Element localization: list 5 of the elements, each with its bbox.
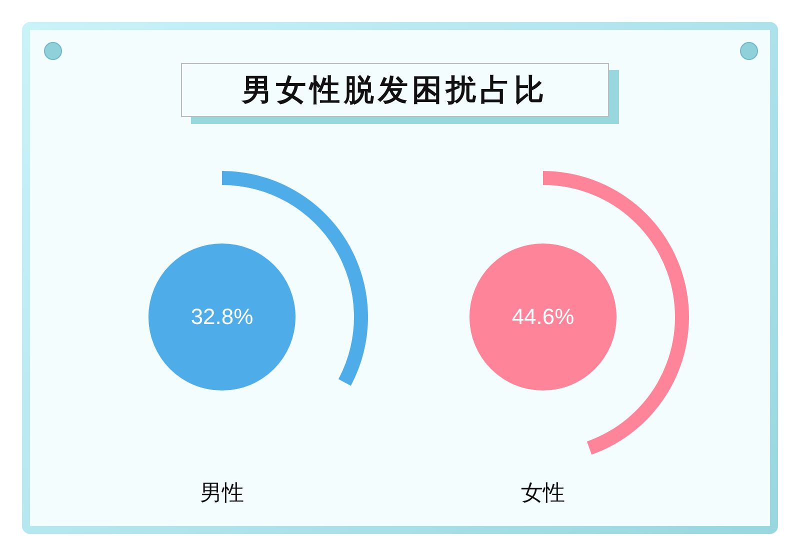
data-label: 32.8% — [190, 304, 254, 329]
data-label: 44.6% — [512, 304, 574, 329]
category-label: 男性 — [200, 481, 244, 506]
text: 男女性脱发困扰占比 — [181, 63, 609, 117]
category-label: 女性 — [521, 481, 565, 506]
